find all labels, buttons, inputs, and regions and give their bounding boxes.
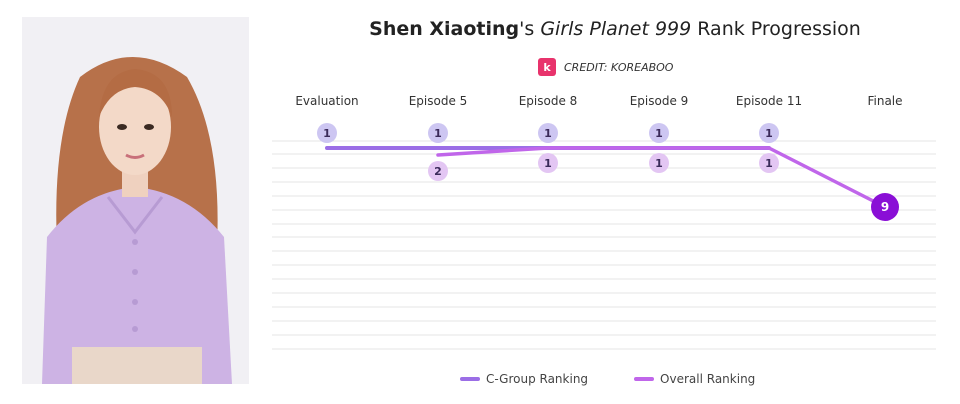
rank-badge bbox=[649, 153, 669, 173]
koreaboo-logo-icon: k bbox=[538, 58, 556, 76]
x-tick-label: Finale bbox=[867, 94, 902, 108]
rank-badge-label: 1 bbox=[655, 157, 663, 170]
legend-swatch-c-group bbox=[460, 377, 480, 381]
rank-badge-label: 1 bbox=[655, 127, 663, 140]
rank-badge bbox=[871, 193, 899, 221]
credit: k CREDIT: KOREABOO bbox=[538, 56, 673, 78]
contestant-portrait-illustration bbox=[22, 17, 249, 384]
legend-label-overall: Overall Ranking bbox=[660, 372, 756, 386]
title-suffix: Rank Progression bbox=[691, 18, 861, 40]
rank-badge bbox=[538, 123, 558, 143]
rank-badge bbox=[428, 123, 448, 143]
rank-badge-label: 1 bbox=[765, 157, 773, 170]
rank-badge bbox=[538, 153, 558, 173]
rank-badge-label: 1 bbox=[323, 127, 331, 140]
rank-badge-label: 1 bbox=[434, 127, 442, 140]
credit-text: CREDIT: KOREABOO bbox=[564, 60, 674, 74]
legend-item-c-group: C-Group Ranking bbox=[460, 372, 588, 386]
legend-item-overall: Overall Ranking bbox=[634, 372, 755, 386]
rank-badge-label: 1 bbox=[765, 127, 773, 140]
series-line-overall bbox=[436, 146, 887, 209]
rank-badge bbox=[759, 123, 779, 143]
rank-badge bbox=[649, 123, 669, 143]
chart-title: Shen Xiaoting's Girls Planet 999 Rank Pr… bbox=[270, 18, 960, 40]
legend-label-c-group: C-Group Ranking bbox=[486, 372, 589, 386]
title-name: Shen Xiaoting bbox=[369, 18, 520, 40]
title-possessive: 's bbox=[519, 18, 541, 40]
x-tick-label: Episode 8 bbox=[519, 94, 578, 108]
x-tick-label: Episode 9 bbox=[630, 94, 689, 108]
x-tick-label: Episode 11 bbox=[736, 94, 802, 108]
rank-badge-label: 2 bbox=[434, 165, 442, 178]
rank-badge-label: 9 bbox=[881, 200, 889, 214]
title-show: Girls Planet 999 bbox=[540, 18, 692, 40]
rank-badge bbox=[759, 153, 779, 173]
legend: C-Group Ranking Overall Ranking bbox=[460, 372, 755, 386]
rank-badge bbox=[317, 123, 337, 143]
rank-badge-label: 1 bbox=[544, 127, 552, 140]
contestant-photo bbox=[22, 17, 249, 384]
x-tick-label: Evaluation bbox=[295, 94, 358, 108]
rank-badge-label: 1 bbox=[544, 157, 552, 170]
x-tick-label: Episode 5 bbox=[409, 94, 468, 108]
rank-badge bbox=[428, 161, 448, 181]
legend-swatch-overall bbox=[634, 377, 655, 381]
